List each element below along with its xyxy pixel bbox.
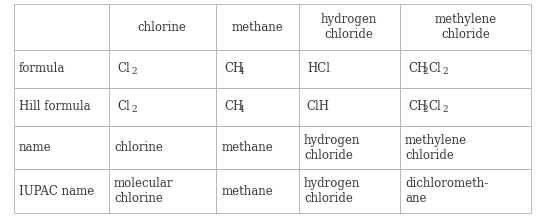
Bar [299, 169, 399, 213]
Text: methane: methane [231, 21, 283, 34]
Text: CH: CH [224, 62, 244, 75]
Bar [14, 88, 108, 126]
Text: 4: 4 [239, 66, 245, 76]
Text: Cl: Cl [117, 62, 130, 75]
Bar [216, 50, 299, 88]
Text: CH: CH [408, 62, 427, 75]
Text: hydrogen
chloride: hydrogen chloride [304, 134, 360, 162]
Bar [14, 169, 108, 213]
Text: 2: 2 [443, 66, 449, 76]
Text: formula: formula [19, 62, 65, 75]
Text: 2: 2 [422, 105, 428, 114]
Text: HCl: HCl [307, 62, 330, 75]
Bar [299, 50, 399, 88]
Bar [399, 88, 531, 126]
Bar [399, 126, 531, 169]
Text: methane: methane [221, 141, 273, 154]
Text: Cl: Cl [117, 100, 130, 113]
Bar [108, 4, 216, 50]
Text: Hill formula: Hill formula [19, 100, 90, 113]
Text: 2: 2 [422, 66, 428, 76]
Text: name: name [19, 141, 52, 154]
Bar [399, 4, 531, 50]
Text: methane: methane [221, 184, 273, 197]
Bar [299, 126, 399, 169]
Text: IUPAC name: IUPAC name [19, 184, 94, 197]
Text: 2: 2 [443, 105, 449, 114]
Bar [14, 126, 108, 169]
Text: ClH: ClH [307, 100, 330, 113]
Bar [216, 126, 299, 169]
Bar [216, 169, 299, 213]
Bar [108, 88, 216, 126]
Text: hydrogen
chloride: hydrogen chloride [304, 177, 360, 205]
Text: 2: 2 [131, 105, 137, 114]
Text: methylene
chloride: methylene chloride [434, 13, 496, 41]
Bar [108, 169, 216, 213]
Bar [14, 4, 108, 50]
Bar [108, 50, 216, 88]
Bar [399, 50, 531, 88]
Text: Cl: Cl [428, 62, 441, 75]
Text: CH: CH [408, 100, 427, 113]
Text: Cl: Cl [428, 100, 441, 113]
Text: hydrogen
chloride: hydrogen chloride [321, 13, 377, 41]
Text: molecular
chlorine: molecular chlorine [114, 177, 173, 205]
Text: dichlorometh-
ane: dichlorometh- ane [405, 177, 488, 205]
Bar [299, 4, 399, 50]
Text: chlorine: chlorine [138, 21, 186, 34]
Bar [216, 88, 299, 126]
Text: 4: 4 [239, 105, 245, 114]
Bar [216, 4, 299, 50]
Bar [299, 88, 399, 126]
Text: chlorine: chlorine [114, 141, 163, 154]
Bar [399, 169, 531, 213]
Bar [108, 126, 216, 169]
Text: 2: 2 [131, 66, 137, 76]
Text: methylene
chloride: methylene chloride [405, 134, 467, 162]
Text: CH: CH [224, 100, 244, 113]
Bar [14, 50, 108, 88]
